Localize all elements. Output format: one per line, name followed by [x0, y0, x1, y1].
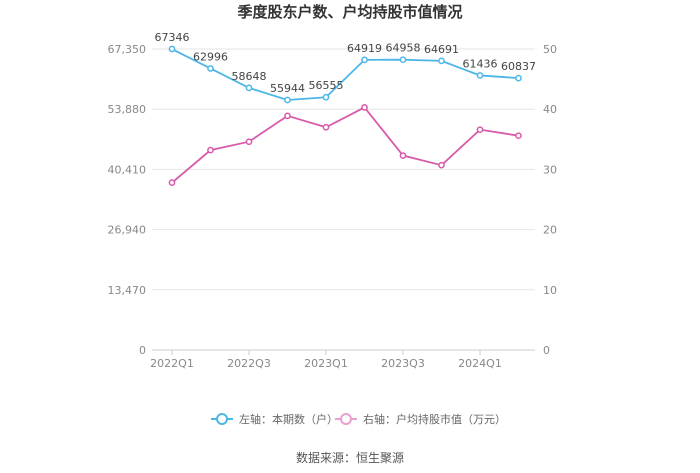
point-left: [168, 45, 176, 53]
data-label: 67346: [155, 31, 190, 44]
point-left: [438, 57, 445, 65]
point-right: [207, 146, 214, 154]
point-left: [284, 96, 291, 104]
point-left: [245, 84, 253, 92]
y-right-tick-label: 40: [543, 103, 557, 116]
point-right: [245, 138, 253, 146]
y-left-tick-label: 26,940: [108, 224, 147, 237]
y-left-tick-label: 0: [139, 344, 146, 357]
point-right: [438, 161, 445, 169]
data-label: 56555: [309, 79, 344, 92]
data-label: 60837: [501, 60, 536, 73]
data-label: 58648: [232, 70, 267, 83]
y-right-tick-label: 50: [543, 43, 557, 56]
grid: [152, 48, 535, 291]
x-tick-label: 2022Q3: [227, 357, 271, 370]
x-tick-label: 2024Q1: [458, 357, 502, 370]
point-right: [476, 126, 484, 134]
point-right: [361, 104, 368, 111]
axes: 0 13,470 26,940 40,410 53,880 67,350 0 10 20 30 40…: [108, 43, 558, 370]
data-label: 61436: [463, 57, 498, 70]
point-left: [207, 65, 214, 72]
data-label: 55944: [270, 82, 305, 95]
series-line-left: [171, 48, 519, 101]
legend-item-left[interactable]: 左轴：本期数（户）: [211, 412, 338, 426]
legend-item-right[interactable]: 右轴：户均持股市值（万元）: [335, 412, 506, 426]
data-label: 62996: [193, 50, 228, 63]
legend-marker-right: [340, 413, 352, 425]
point-right: [168, 179, 176, 186]
data-label: 64691: [424, 43, 459, 56]
x-tick-label: 2023Q1: [304, 357, 348, 370]
point-right: [399, 152, 407, 159]
y-right-tick-label: 20: [543, 224, 557, 237]
series-line-right: [171, 106, 519, 184]
point-left: [322, 93, 330, 101]
legend-label-left: 左轴：本期数（户）: [239, 412, 338, 426]
y-right-tick-label: 0: [543, 344, 550, 357]
y-left-tick-label: 67,350: [108, 43, 147, 56]
point-right: [515, 132, 522, 140]
legend-label-right: 右轴：户均持股市值（万元）: [363, 412, 506, 426]
y-left-tick-label: 40,410: [108, 163, 147, 176]
point-left: [476, 72, 484, 79]
y-left-tick-label: 53,880: [108, 103, 147, 116]
y-left-tick-label: 13,470: [108, 284, 147, 297]
point-left: [361, 56, 368, 64]
y-right-tick-label: 30: [543, 163, 557, 176]
legend-marker-left: [216, 413, 228, 425]
point-right: [322, 123, 330, 131]
data-label: 64919: [347, 42, 382, 55]
x-tick-label: 2022Q1: [150, 357, 194, 370]
point-left: [399, 56, 407, 64]
y-right-tick-label: 10: [543, 284, 557, 297]
source-note: 数据来源：恒生聚源: [296, 450, 404, 465]
data-label: 64958: [386, 42, 421, 55]
legend[interactable]: 左轴：本期数（户） 右轴：户均持股市值（万元）: [211, 412, 506, 426]
x-tick-label: 2023Q3: [381, 357, 425, 370]
point-right: [284, 112, 291, 120]
chart-title: 季度股东户数、户均持股市值情况: [237, 3, 462, 21]
point-left: [515, 74, 522, 82]
